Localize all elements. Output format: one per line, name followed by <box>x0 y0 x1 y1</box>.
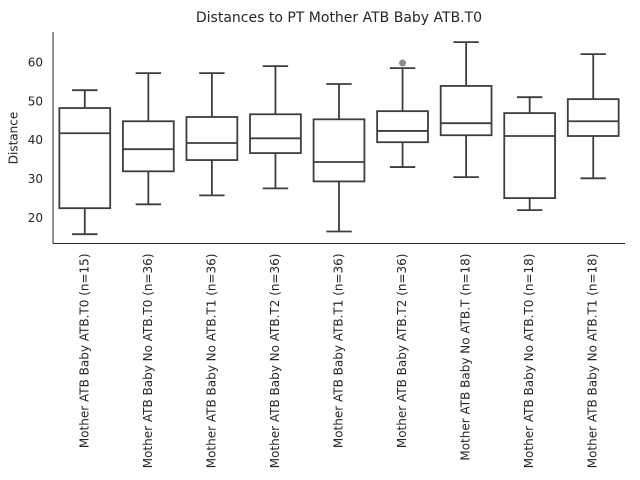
y-tick-label: 30 <box>28 172 43 186</box>
x-tick-label: Mother ATB Baby No ATB.T1 (n=36) <box>204 254 218 469</box>
x-tick-label: Mother ATB Baby No ATB.T2 (n=36) <box>268 254 282 469</box>
y-tick-label: 40 <box>28 133 43 147</box>
y-tick-label: 60 <box>28 56 43 70</box>
x-tick-label: Mother ATB Baby No ATB.T0 (n=36) <box>141 253 155 468</box>
x-tick-label: Mother ATB Baby ATB.T0 (n=15) <box>77 254 91 449</box>
x-tick-label: Mother ATB Baby No ATB.T0 (n=18) <box>522 254 536 469</box>
x-tick-label: Mother ATB Baby ATB.T2 (n=36) <box>395 254 409 449</box>
chart-title: Distances to PT Mother ATB Baby ATB.T0 <box>196 10 482 26</box>
y-tick-label: 20 <box>28 211 43 225</box>
y-axis-label: Distance <box>7 112 21 164</box>
x-tick-label: Mother ATB Baby No ATB.T (n=18) <box>459 253 473 460</box>
box <box>249 113 302 154</box>
x-tick-label: Mother ATB Baby ATB.T1 (n=36) <box>332 254 346 449</box>
box <box>312 118 366 183</box>
box <box>58 107 112 210</box>
flier <box>399 59 407 67</box>
x-tick-label: Mother ATB Baby No ATB.T1 (n=18) <box>586 254 600 469</box>
box <box>503 112 556 199</box>
box <box>439 85 493 137</box>
box <box>122 120 175 173</box>
y-tick-label: 50 <box>28 94 43 108</box>
box <box>376 110 429 144</box>
box <box>566 98 620 137</box>
box <box>185 116 239 161</box>
